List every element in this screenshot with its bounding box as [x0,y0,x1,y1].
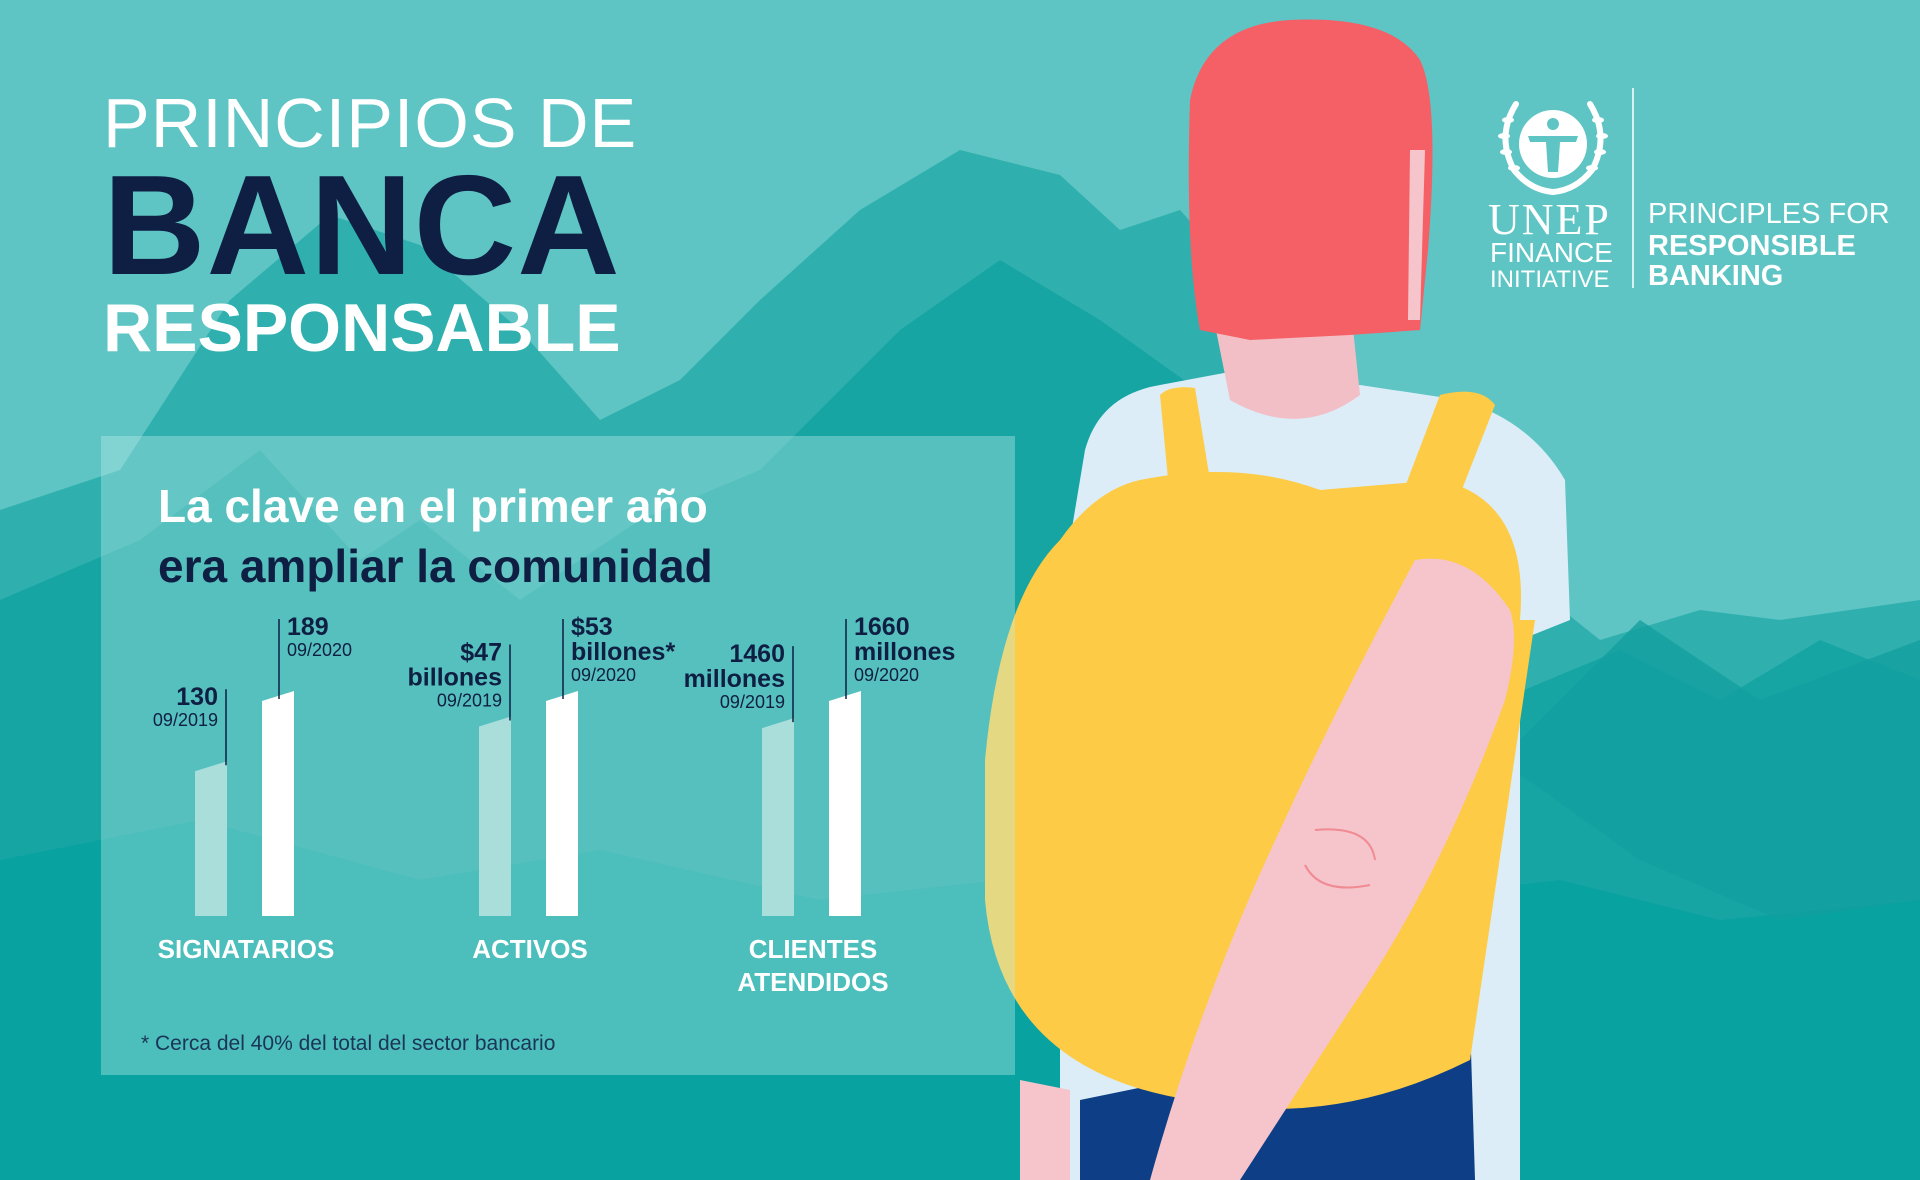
category-label: CLIENTES [749,934,878,964]
logo-initiative: INITIATIVE [1490,266,1610,293]
bar-1-2020 [262,691,294,916]
unep-fi-logo: UNEP FINANCE INITIATIVE PRINCIPLES FOR R… [1480,86,1890,296]
bar-2-2020 [546,691,578,916]
statistics-panel: La clave en el primer año era ampliar la… [101,436,1015,1075]
bar-value-label: millones [854,638,955,666]
bar-1-2019 [195,761,227,916]
bar-date-label: 09/2019 [437,690,502,710]
category-label: SIGNATARIOS [158,934,335,964]
bar-3-2020 [829,691,861,916]
bar-date-label: 09/2020 [854,665,919,685]
bar-value-label: billones [408,663,502,691]
logo-divider [1632,88,1634,288]
bar-date-label: 09/2019 [720,692,785,712]
bar-value-label: $53 [571,613,613,641]
title-line-3: RESPONSABLE [103,290,621,366]
panel-title-line-2: era ampliar la comunidad [158,540,713,592]
bar-date-label: 09/2020 [287,640,352,660]
bar-value-label: 1460 [729,640,785,668]
panel-title-line-1: La clave en el primer año [158,480,708,532]
bar-value-label: 189 [287,613,329,641]
footnote: * Cerca del 40% del total del sector ban… [141,1032,556,1055]
growth-bar-chart: 13009/201918909/2020SIGNATARIOS$47billon… [153,613,956,997]
bar-2-2019 [479,716,511,916]
category-label: ATENDIDOS [737,967,888,997]
logo-finance: FINANCE [1490,237,1613,268]
title-line-2: BANCA [103,146,621,305]
person-illustration [985,19,1570,1180]
page-title: PRINCIPIOS DE BANCA RESPONSABLE [103,84,638,366]
logo-principles-line-1: PRINCIPLES FOR [1648,198,1890,230]
bar-value-label: 130 [176,683,218,711]
logo-principles-line-3: BANKING [1648,260,1784,292]
title-line-1: PRINCIPIOS DE [103,84,638,162]
bar-3-2019 [762,718,794,916]
un-emblem-icon [1498,101,1608,195]
category-label: ACTIVOS [472,934,588,964]
bar-date-label: 09/2019 [153,710,218,730]
bar-value-label: millones [684,665,785,693]
bar-value-label: $47 [460,638,502,666]
bar-value-label: billones* [571,638,675,666]
panel-title: La clave en el primer año era ampliar la… [158,476,918,596]
bar-value-label: 1660 [854,613,910,641]
logo-unep: UNEP [1488,195,1611,244]
bar-date-label: 09/2020 [571,665,636,685]
logo-principles-line-2: RESPONSIBLE [1648,230,1856,262]
